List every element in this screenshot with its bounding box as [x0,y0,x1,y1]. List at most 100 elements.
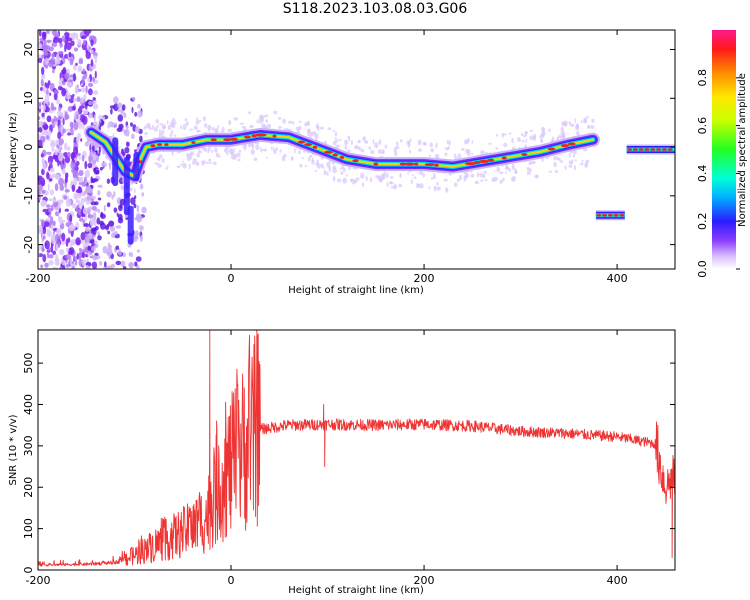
halo-blob [444,152,448,156]
halo-blob [88,115,93,118]
noise-blob [52,266,58,269]
halo-blob [253,157,258,161]
halo-blob [192,158,197,164]
noise-blob [71,266,75,269]
segment-peak [596,214,602,217]
noise-blob [88,251,93,255]
noise-blob [47,80,51,86]
noise-blob [81,251,85,259]
halo-blob [279,149,282,153]
noise-blob [70,161,76,170]
halo-blob [304,165,308,168]
noise-blob [54,149,58,156]
halo-blob [495,147,499,150]
noise-blob [62,67,67,74]
halo-blob [120,185,125,191]
noise-blob [67,146,71,151]
ridge-peak [297,140,306,144]
halo-blob [208,145,211,152]
noise-blob [94,256,98,260]
noise-blob [66,151,71,158]
halo-blob [327,127,332,131]
noise-blob [134,195,137,200]
noise-blob [91,178,96,184]
noise-blob [97,208,100,213]
noise-blob [78,176,84,183]
halo-blob [162,126,166,129]
noise-blob [110,108,113,115]
spectrogram-x-tick-label: 200 [414,272,435,285]
noise-blob [70,127,73,133]
ridge-peak [373,162,379,166]
halo-blob [521,140,525,143]
noise-blob [47,183,50,192]
noise-blob [117,102,123,109]
noise-blob [46,204,51,208]
halo-blob [198,119,202,123]
ridge-peak [567,142,576,146]
noise-blob [59,216,63,225]
halo-blob [277,117,282,120]
noise-blob [106,191,112,198]
halo-blob [188,163,191,170]
noise-blob [38,139,43,149]
noise-blob [41,189,46,194]
halo-blob [273,110,278,115]
noise-blob [56,98,60,105]
halo-blob [196,117,199,122]
snr-y-tick-label: 500 [22,353,35,374]
halo-blob [94,122,97,125]
segment-peak [667,148,673,151]
halo-blob [348,136,351,142]
halo-blob [422,173,425,178]
halo-blob [393,147,397,154]
noise-blob [54,59,61,65]
noise-blob [79,105,85,109]
noise-blob [76,253,79,260]
noise-blob [46,30,50,35]
noise-blob [38,54,41,59]
segment-peak [638,148,644,151]
halo-blob [428,186,431,190]
halo-blob [248,111,252,114]
halo-blob [417,139,422,145]
noise-blob [64,189,70,193]
noise-blob [71,184,76,192]
halo-blob [517,139,522,142]
snr-y-axis-label: SNR (10 * v/v) [8,414,19,485]
halo-blob [182,162,187,169]
ridge-peak [243,135,251,139]
halo-blob [207,124,212,130]
noise-blob [46,172,50,180]
noise-blob [78,169,84,177]
noise-blob [139,183,144,190]
noise-blob [76,96,81,102]
noise-blob [92,211,97,220]
halo-blob [465,140,468,144]
halo-blob [458,174,463,181]
noise-blob [68,246,75,255]
halo-blob [480,179,484,182]
noise-blob [114,122,118,128]
noise-blob [99,166,103,171]
noise-blob [52,30,58,36]
noise-blob [81,258,87,267]
noise-blob [71,238,77,246]
ridge-peak [464,162,476,166]
noise-blob [103,204,106,212]
halo-blob [282,118,286,124]
noise-blob [38,116,41,121]
noise-blob [104,261,107,268]
noise-blob [65,128,72,132]
noise-blob [38,175,43,180]
noise-blob [53,91,58,101]
halo-blob [529,160,535,165]
noise-blob [52,69,55,74]
snr-x-tick-label: 0 [228,574,235,587]
halo-blob [260,115,265,119]
halo-blob [321,164,324,167]
ridge-peak [404,162,415,166]
noise-blob [60,199,64,204]
noise-blob [42,254,47,263]
snr-x-axis-label: Height of straight line (km) [288,585,424,596]
